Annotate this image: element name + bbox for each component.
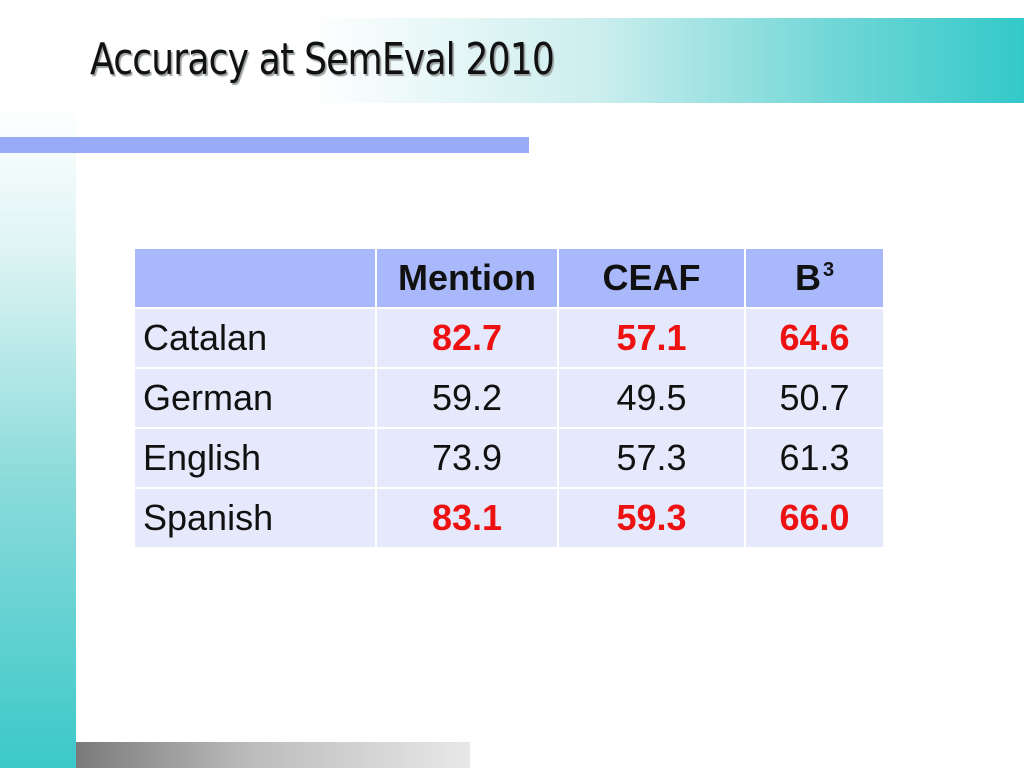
- table-row: Spanish 83.1 59.3 66.0: [133, 487, 885, 549]
- left-gradient-band: [0, 103, 76, 768]
- row-language: Spanish: [133, 487, 377, 549]
- cell-ceaf: 59.3: [557, 487, 746, 549]
- top-gradient-band: [0, 18, 1024, 103]
- header-ceaf: CEAF: [557, 247, 746, 309]
- header-mention: Mention: [375, 247, 559, 309]
- cell-b3: 64.6: [744, 307, 885, 369]
- cell-ceaf: 49.5: [557, 367, 746, 429]
- slide-title: Accuracy at SemEval 2010: [90, 34, 555, 85]
- cell-b3: 61.3: [744, 427, 885, 489]
- bottom-gradient-bar: [76, 742, 470, 768]
- cell-mention: 73.9: [375, 427, 559, 489]
- row-language: English: [133, 427, 377, 489]
- table-row: Catalan 82.7 57.1 64.6: [133, 307, 885, 369]
- title-underline-bar: [0, 137, 529, 153]
- cell-ceaf: 57.1: [557, 307, 746, 369]
- table-row: German 59.2 49.5 50.7: [133, 367, 885, 429]
- cell-mention: 82.7: [375, 307, 559, 369]
- row-language: German: [133, 367, 377, 429]
- cell-ceaf: 57.3: [557, 427, 746, 489]
- cell-b3: 66.0: [744, 487, 885, 549]
- cell-mention: 83.1: [375, 487, 559, 549]
- header-corner-cell: [133, 247, 377, 309]
- table-row: English 73.9 57.3 61.3: [133, 427, 885, 489]
- cell-mention: 59.2: [375, 367, 559, 429]
- header-b3-base: B: [794, 257, 821, 298]
- row-language: Catalan: [133, 307, 377, 369]
- cell-b3: 50.7: [744, 367, 885, 429]
- header-b3-superscript: 3: [822, 259, 835, 281]
